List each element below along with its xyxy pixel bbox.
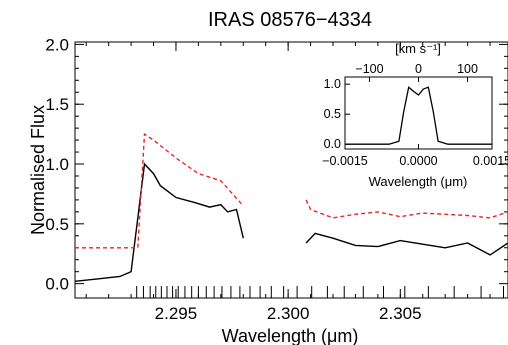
x-tick-label: 2.300 — [267, 304, 310, 323]
inset-x-tick-label: 0.0015 — [473, 154, 508, 168]
inset-y-tick-label: 0.0 — [324, 137, 341, 151]
model-spectrum-line — [305, 199, 508, 219]
x-tick-label: 2.295 — [155, 304, 198, 323]
observed-spectrum-line — [74, 162, 244, 282]
inset-x-tick-label: 0.0000 — [399, 154, 437, 168]
inset-y-tick-label: 1.0 — [324, 77, 341, 91]
inset-top-tick-label: −100 — [355, 62, 383, 76]
inset-x-tick-label: −0.0015 — [322, 154, 368, 168]
inset-profile-line — [345, 85, 492, 145]
y-tick-label: 1.5 — [45, 95, 69, 114]
inset-x-axis-label: Wavelength (μm) — [369, 174, 468, 189]
inset-top-tick-label: 0 — [415, 62, 422, 76]
observed-spectrum-line — [305, 232, 508, 256]
inset-top-tick-label: 100 — [457, 62, 478, 76]
y-tick-label: 1.0 — [45, 155, 69, 174]
inset-frame — [344, 76, 493, 150]
y-tick-label: 2.0 — [45, 35, 69, 54]
inset-y-tick-label: 0.5 — [324, 107, 341, 121]
x-tick-label: 2.305 — [379, 304, 422, 323]
y-axis-label: Normalised Flux — [28, 105, 48, 235]
x-axis-label: Wavelength (μm) — [222, 326, 359, 345]
model-spectrum-line — [75, 132, 244, 249]
inset-top-axis-label: [km s⁻¹] — [395, 41, 441, 56]
chart-title: IRAS 08576−4334 — [208, 9, 372, 31]
y-tick-label: 0.5 — [45, 215, 69, 234]
plot-frame — [74, 41, 508, 299]
y-tick-label: 0.0 — [45, 275, 69, 294]
